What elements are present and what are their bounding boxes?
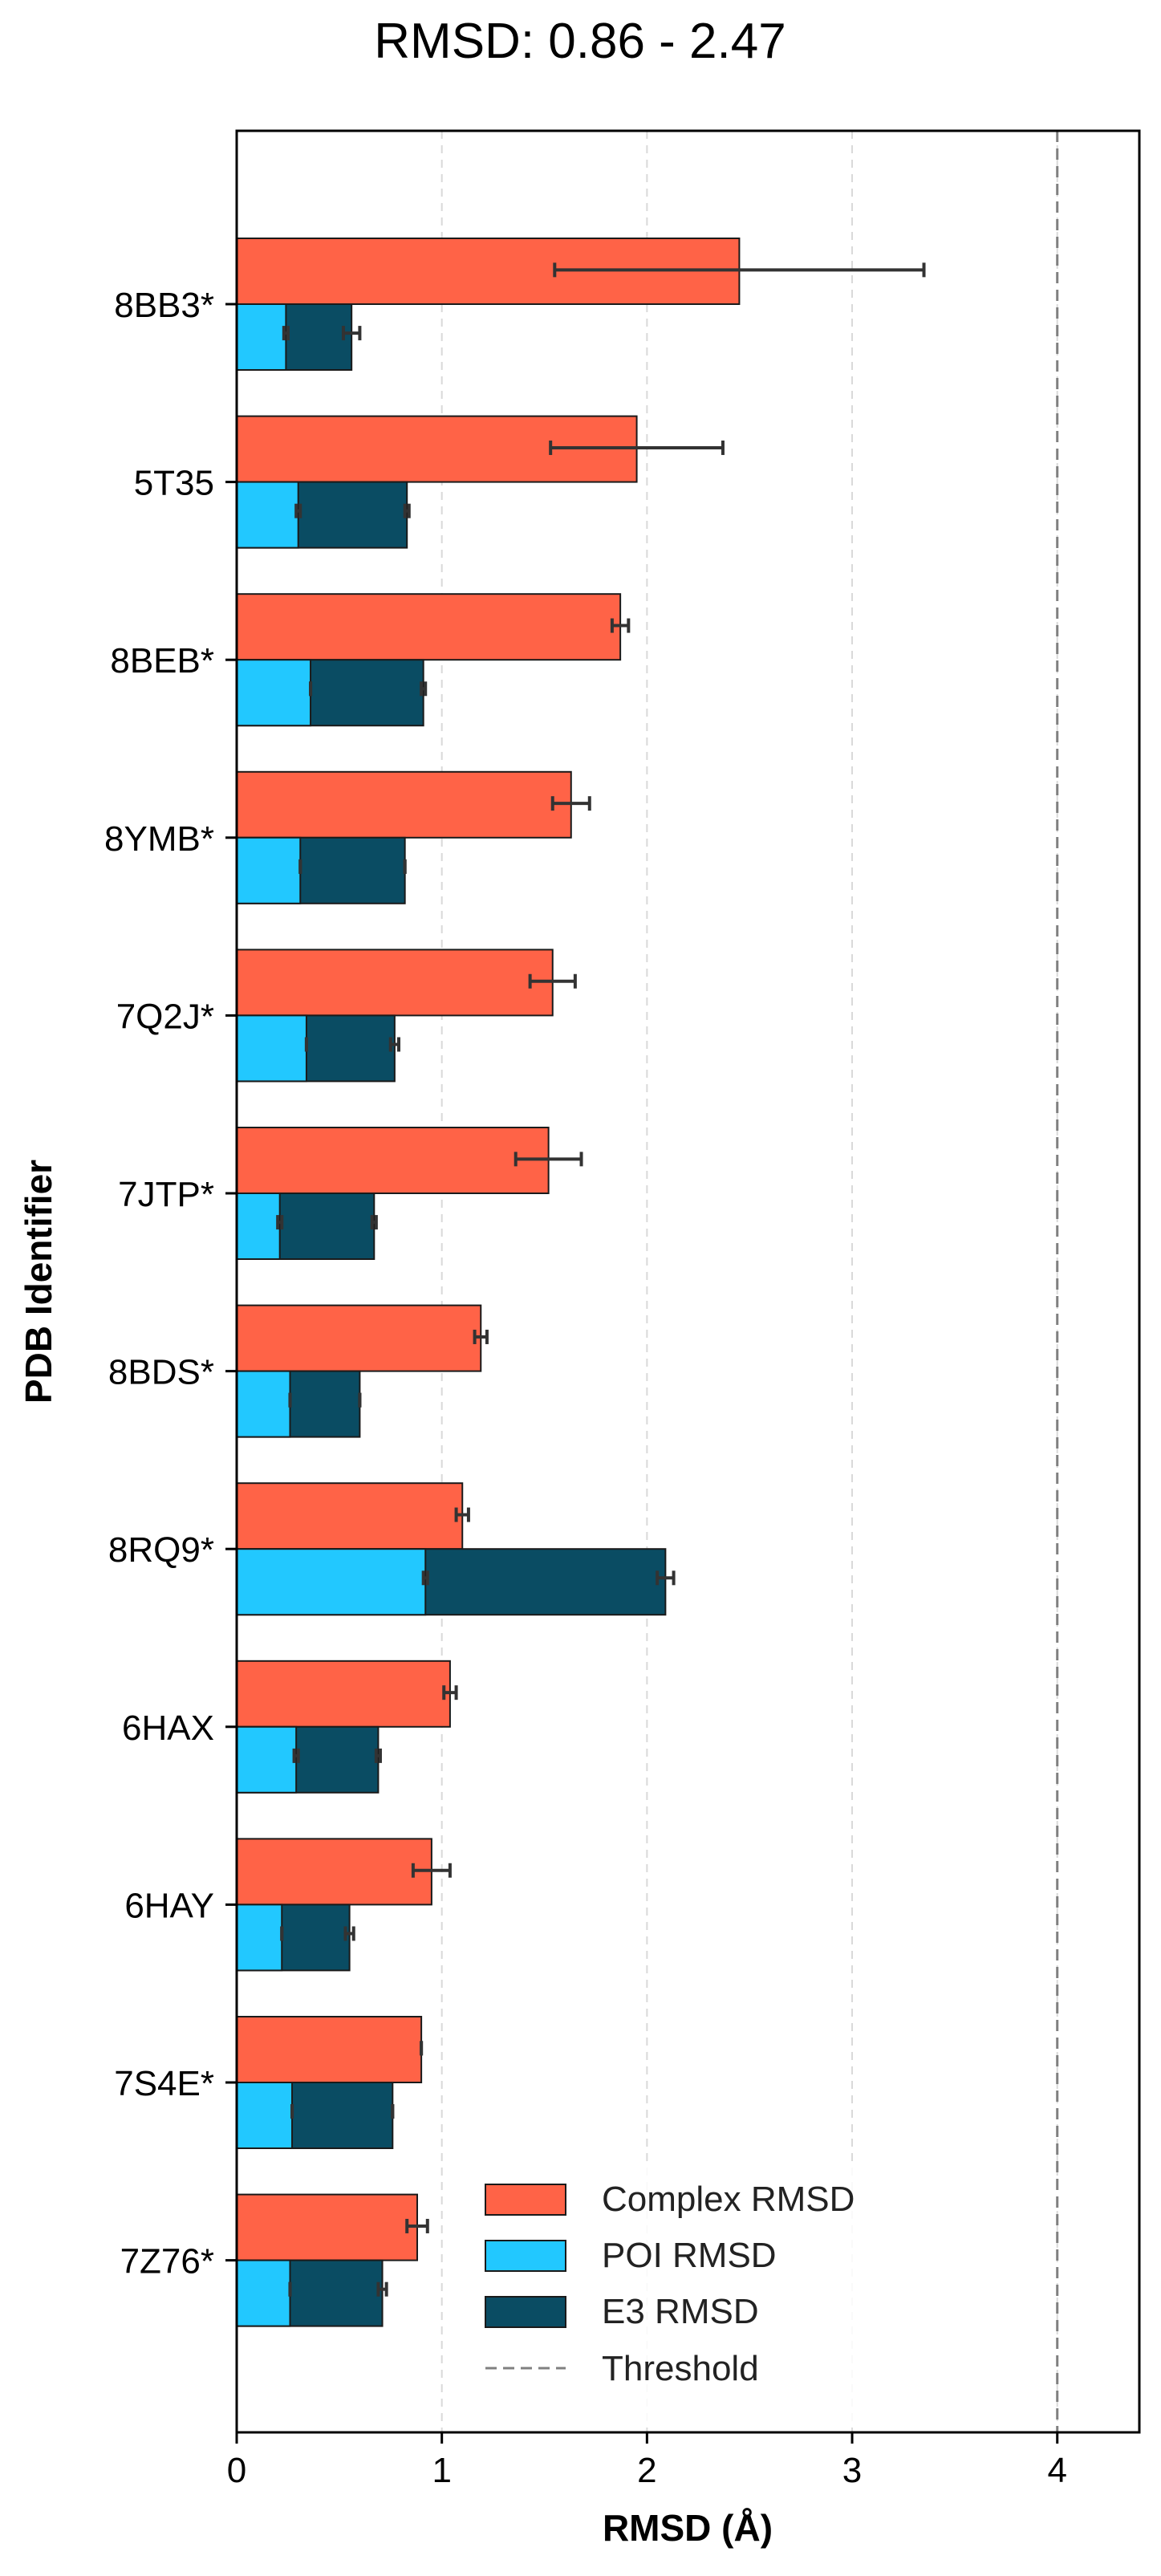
bar-poi-rmsd <box>236 659 312 727</box>
legend: Complex RMSD POI RMSD E3 RMSD Threshold <box>465 2167 931 2422</box>
error-bar <box>403 503 411 518</box>
bar-poi-rmsd <box>236 1014 307 1083</box>
bar-poi-rmsd <box>236 1904 283 1972</box>
chart-title: RMSD: 0.86 - 2.47 <box>374 14 786 69</box>
x-tick-label: 0 <box>227 2451 246 2490</box>
error-bar <box>276 1215 284 1230</box>
bar-complex-rmsd <box>236 1482 464 1550</box>
bar-poi-rmsd <box>236 303 287 371</box>
error-bar <box>454 1507 470 1522</box>
error-bar <box>343 1926 355 1941</box>
error-bar <box>376 2281 388 2297</box>
y-tick-label: 6HAX <box>122 1709 214 1748</box>
error-bar <box>610 618 631 633</box>
error-bar <box>370 1215 378 1230</box>
error-bar <box>341 326 362 341</box>
error-bars-layer <box>276 262 926 2297</box>
plot-frame <box>235 129 1141 2434</box>
y-tick-label: 8BEB* <box>110 641 214 681</box>
x-axis-label: RMSD (Å) <box>603 2507 773 2549</box>
y-tick-label: 8BDS* <box>108 1353 214 1392</box>
legend-swatch <box>485 2184 566 2216</box>
bar-poi-rmsd <box>236 2259 291 2327</box>
bar-poi-rmsd <box>236 836 302 904</box>
y-tick-label: 8RQ9* <box>108 1530 214 1570</box>
bar-complex-rmsd <box>236 1660 451 1728</box>
bar-complex-rmsd <box>236 1127 550 1194</box>
bar-poi-rmsd <box>236 1725 298 1794</box>
x-axis: 0 1 2 3 4 <box>227 2432 1067 2490</box>
error-bar <box>514 1152 583 1167</box>
y-tick-label: 7S4E* <box>114 2064 214 2103</box>
error-bar <box>421 1570 429 1586</box>
bar-complex-rmsd <box>236 1838 432 1906</box>
bar-poi-rmsd <box>236 1193 281 1260</box>
error-bar <box>411 1863 452 1878</box>
bar-poi-rmsd <box>236 1548 427 1616</box>
error-bar <box>388 1037 400 1052</box>
error-bar <box>549 440 725 455</box>
error-bar <box>442 1685 458 1700</box>
y-tick-label: 7Z76* <box>120 2242 214 2281</box>
error-bar <box>420 681 428 697</box>
bar-complex-rmsd <box>236 2016 423 2083</box>
y-tick-label: 7Q2J* <box>116 997 214 1036</box>
error-bar <box>405 2218 429 2233</box>
error-bar <box>292 1748 300 1763</box>
error-bar <box>473 1329 489 1344</box>
legend-label: POI RMSD <box>602 2236 777 2275</box>
error-bar <box>553 262 926 278</box>
legend-label: Threshold <box>602 2349 759 2388</box>
bar-complex-rmsd <box>236 1304 482 1372</box>
y-tick-label: 5T35 <box>134 464 214 503</box>
bar-poi-rmsd <box>236 2082 294 2149</box>
x-tick-label: 4 <box>1047 2451 1066 2490</box>
bar-poi-rmsd <box>236 1370 291 1438</box>
y-tick-label: 7JTP* <box>118 1175 214 1214</box>
error-bar <box>656 1570 676 1586</box>
error-bar <box>374 1748 382 1763</box>
error-bar <box>282 326 290 341</box>
bar-complex-rmsd <box>236 2193 418 2261</box>
legend-swatch <box>485 2296 566 2328</box>
x-tick-label: 2 <box>637 2451 656 2490</box>
legend-swatch <box>485 2240 566 2272</box>
y-axis-label: PDB Identifier <box>18 1160 59 1404</box>
x-tick-label: 3 <box>842 2451 862 2490</box>
y-axis: 8BB3* 5T35 8BEB* 8YMB* 7Q2J* 7JTP* 8BDS* 8RQ9* 6… <box>104 286 237 2281</box>
error-bar <box>528 973 577 989</box>
error-bar <box>294 503 302 518</box>
y-tick-label: 8YMB* <box>104 819 214 859</box>
x-tick-label: 1 <box>432 2451 451 2490</box>
legend-label: Complex RMSD <box>602 2180 855 2219</box>
bar-complex-rmsd <box>236 770 572 839</box>
bar-poi-rmsd <box>236 481 299 549</box>
bars-layer <box>236 238 741 2327</box>
bar-complex-rmsd <box>236 949 554 1017</box>
y-tick-label: 8BB3* <box>114 286 214 325</box>
bar-complex-rmsd <box>236 593 622 661</box>
y-tick-label: 6HAY <box>124 1886 214 1925</box>
legend-label: E3 RMSD <box>602 2292 759 2331</box>
error-bar <box>550 796 591 811</box>
